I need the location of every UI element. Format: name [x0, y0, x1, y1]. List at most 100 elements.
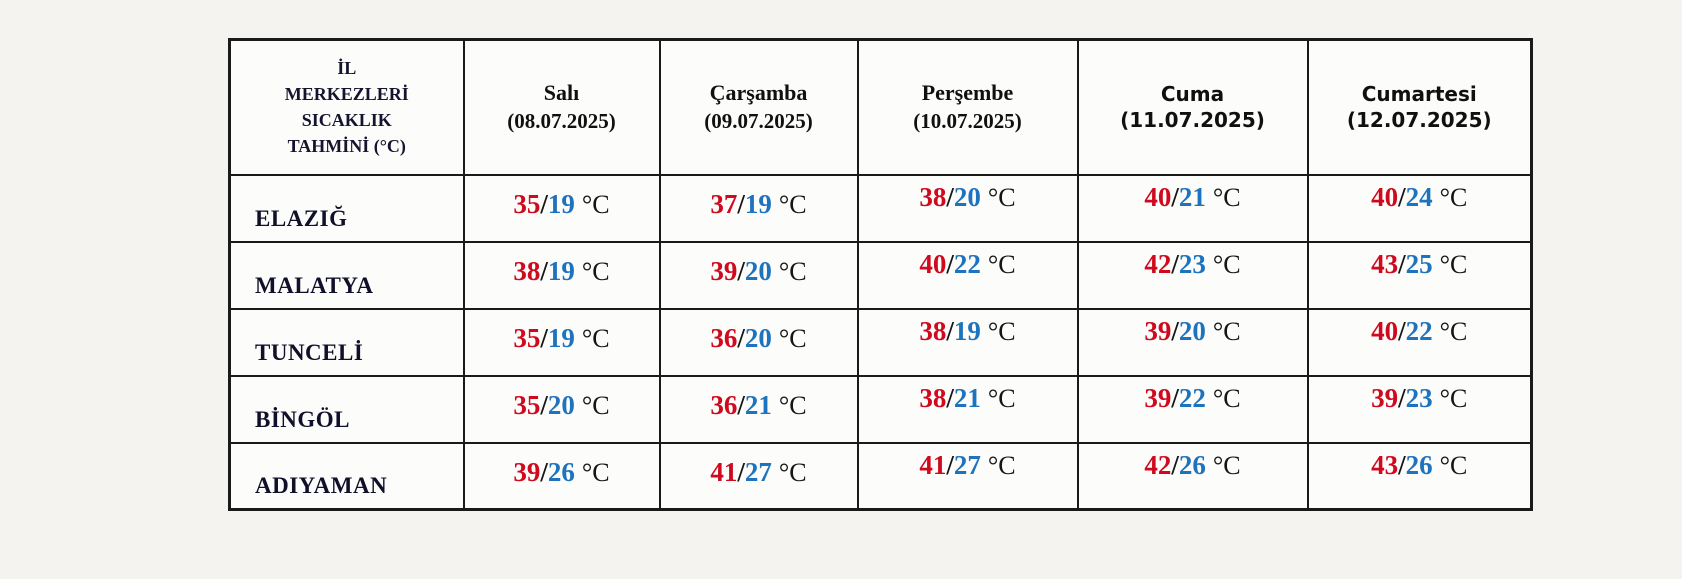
low-temp-value: 19	[953, 315, 981, 346]
temp-cell: 38/20 °C	[856, 173, 1079, 243]
low-temp-value: 26	[547, 456, 575, 487]
temp-separator: /	[946, 315, 954, 346]
temp-separator: /	[540, 456, 548, 487]
temp-cell: 41/27 °C	[658, 441, 859, 511]
high-temp-value: 36	[710, 389, 738, 420]
high-temp-value: 35	[513, 389, 541, 420]
table-body: ELAZIĞ 35/19 °C 37/19 °C 38/20 °C 40/21 °C 40/24 °…	[228, 173, 1533, 511]
temp-unit: °C	[987, 249, 1016, 279]
temp-separator: /	[1171, 382, 1179, 413]
high-temp-value: 35	[513, 322, 541, 353]
temp-separator: /	[1171, 248, 1179, 279]
temp-separator: /	[1398, 181, 1406, 212]
temp-cell: 39/20 °C	[1076, 307, 1309, 377]
high-temp-value: 36	[710, 322, 738, 353]
day-name: Cumartesi	[1361, 82, 1477, 107]
column-header-cumartesi: Cumartesi (12.07.2025)	[1306, 38, 1533, 176]
high-temp-value: 40	[1371, 181, 1399, 212]
high-temp-value: 38	[919, 181, 947, 212]
day-date: (10.07.2025)	[913, 108, 1022, 133]
temp-separator: /	[737, 188, 745, 219]
temp-unit: °C	[987, 450, 1016, 480]
temp-cell: 43/26 °C	[1306, 441, 1533, 511]
day-name: Salı	[543, 80, 580, 106]
low-temp-value: 23	[1405, 382, 1433, 413]
temp-separator: /	[737, 322, 745, 353]
temp-cell: 42/26 °C	[1076, 441, 1309, 511]
temp-separator: /	[946, 181, 954, 212]
table-title-line: TAHMİNİ (°C)	[287, 136, 406, 157]
temp-unit: °C	[581, 256, 610, 286]
temp-unit: °C	[1439, 182, 1468, 212]
column-header-sali: Salı (08.07.2025)	[462, 38, 661, 176]
low-temp-value: 27	[953, 449, 981, 480]
high-temp-value: 41	[710, 456, 738, 487]
temp-unit: °C	[1212, 249, 1241, 279]
low-temp-value: 22	[1178, 382, 1206, 413]
temp-separator: /	[540, 322, 548, 353]
day-date: (08.07.2025)	[507, 108, 616, 133]
temp-unit: °C	[1439, 249, 1468, 279]
temp-cell: 40/22 °C	[856, 240, 1079, 310]
column-header-cuma: Cuma (11.07.2025)	[1076, 38, 1309, 176]
column-header-carsamba: Çarşamba (09.07.2025)	[658, 38, 859, 176]
temp-unit: °C	[1212, 450, 1241, 480]
low-temp-value: 24	[1405, 181, 1433, 212]
temp-unit: °C	[987, 182, 1016, 212]
temp-separator: /	[946, 382, 954, 413]
temp-unit: °C	[1439, 383, 1468, 413]
temp-separator: /	[540, 188, 548, 219]
table-title-cell: İL MERKEZLERİ SICAKLIK TAHMİNİ (°C)	[228, 38, 465, 176]
day-name: Çarşamba	[709, 80, 808, 106]
low-temp-value: 27	[744, 456, 772, 487]
temp-unit: °C	[987, 316, 1016, 346]
temp-cell: 42/23 °C	[1076, 240, 1309, 310]
temp-cell: 40/21 °C	[1076, 173, 1309, 243]
temp-unit: °C	[581, 390, 610, 420]
temp-separator: /	[540, 255, 548, 286]
low-temp-value: 22	[953, 248, 981, 279]
temp-unit: °C	[1439, 450, 1468, 480]
high-temp-value: 42	[1144, 449, 1172, 480]
table-row: BİNGÖL 35/20 °C 36/21 °C 38/21 °C 39/22 °C 39/23 °…	[228, 374, 1533, 444]
temp-unit: °C	[778, 189, 807, 219]
low-temp-value: 20	[744, 322, 772, 353]
temp-cell: 39/22 °C	[1076, 374, 1309, 444]
temp-unit: °C	[987, 383, 1016, 413]
temp-cell: 38/19 °C	[856, 307, 1079, 377]
high-temp-value: 40	[1144, 181, 1172, 212]
temperature-forecast-table: İL MERKEZLERİ SICAKLIK TAHMİNİ (°C) Salı…	[228, 38, 1533, 511]
high-temp-value: 40	[1371, 315, 1399, 346]
temp-cell: 38/19 °C	[462, 240, 661, 310]
temp-cell: 35/19 °C	[462, 173, 661, 243]
table-title-line: SICAKLIK	[301, 110, 392, 131]
city-label: ELAZIĞ	[228, 173, 465, 243]
high-temp-value: 38	[919, 315, 947, 346]
low-temp-value: 26	[1178, 449, 1206, 480]
header-row: İL MERKEZLERİ SICAKLIK TAHMİNİ (°C) Salı…	[228, 38, 1533, 176]
low-temp-value: 19	[547, 188, 575, 219]
temp-cell: 35/19 °C	[462, 307, 661, 377]
high-temp-value: 42	[1144, 248, 1172, 279]
temp-separator: /	[1171, 449, 1179, 480]
day-date: (09.07.2025)	[704, 108, 813, 133]
temp-separator: /	[1398, 382, 1406, 413]
temp-separator: /	[946, 248, 954, 279]
table-row: TUNCELİ 35/19 °C 36/20 °C 38/19 °C 39/20 °C 40/22…	[228, 307, 1533, 377]
day-name: Cuma	[1160, 82, 1225, 107]
high-temp-value: 39	[710, 255, 738, 286]
low-temp-value: 21	[953, 382, 981, 413]
city-label: MALATYA	[228, 240, 465, 310]
high-temp-value: 38	[919, 382, 947, 413]
low-temp-value: 20	[547, 389, 575, 420]
high-temp-value: 39	[513, 456, 541, 487]
temp-separator: /	[1171, 181, 1179, 212]
high-temp-value: 39	[1144, 382, 1172, 413]
temp-cell: 36/21 °C	[658, 374, 859, 444]
temp-unit: °C	[778, 390, 807, 420]
low-temp-value: 19	[547, 255, 575, 286]
temp-cell: 35/20 °C	[462, 374, 661, 444]
low-temp-value: 23	[1178, 248, 1206, 279]
temp-cell: 40/22 °C	[1306, 307, 1533, 377]
table-title-line: MERKEZLERİ	[284, 84, 409, 105]
